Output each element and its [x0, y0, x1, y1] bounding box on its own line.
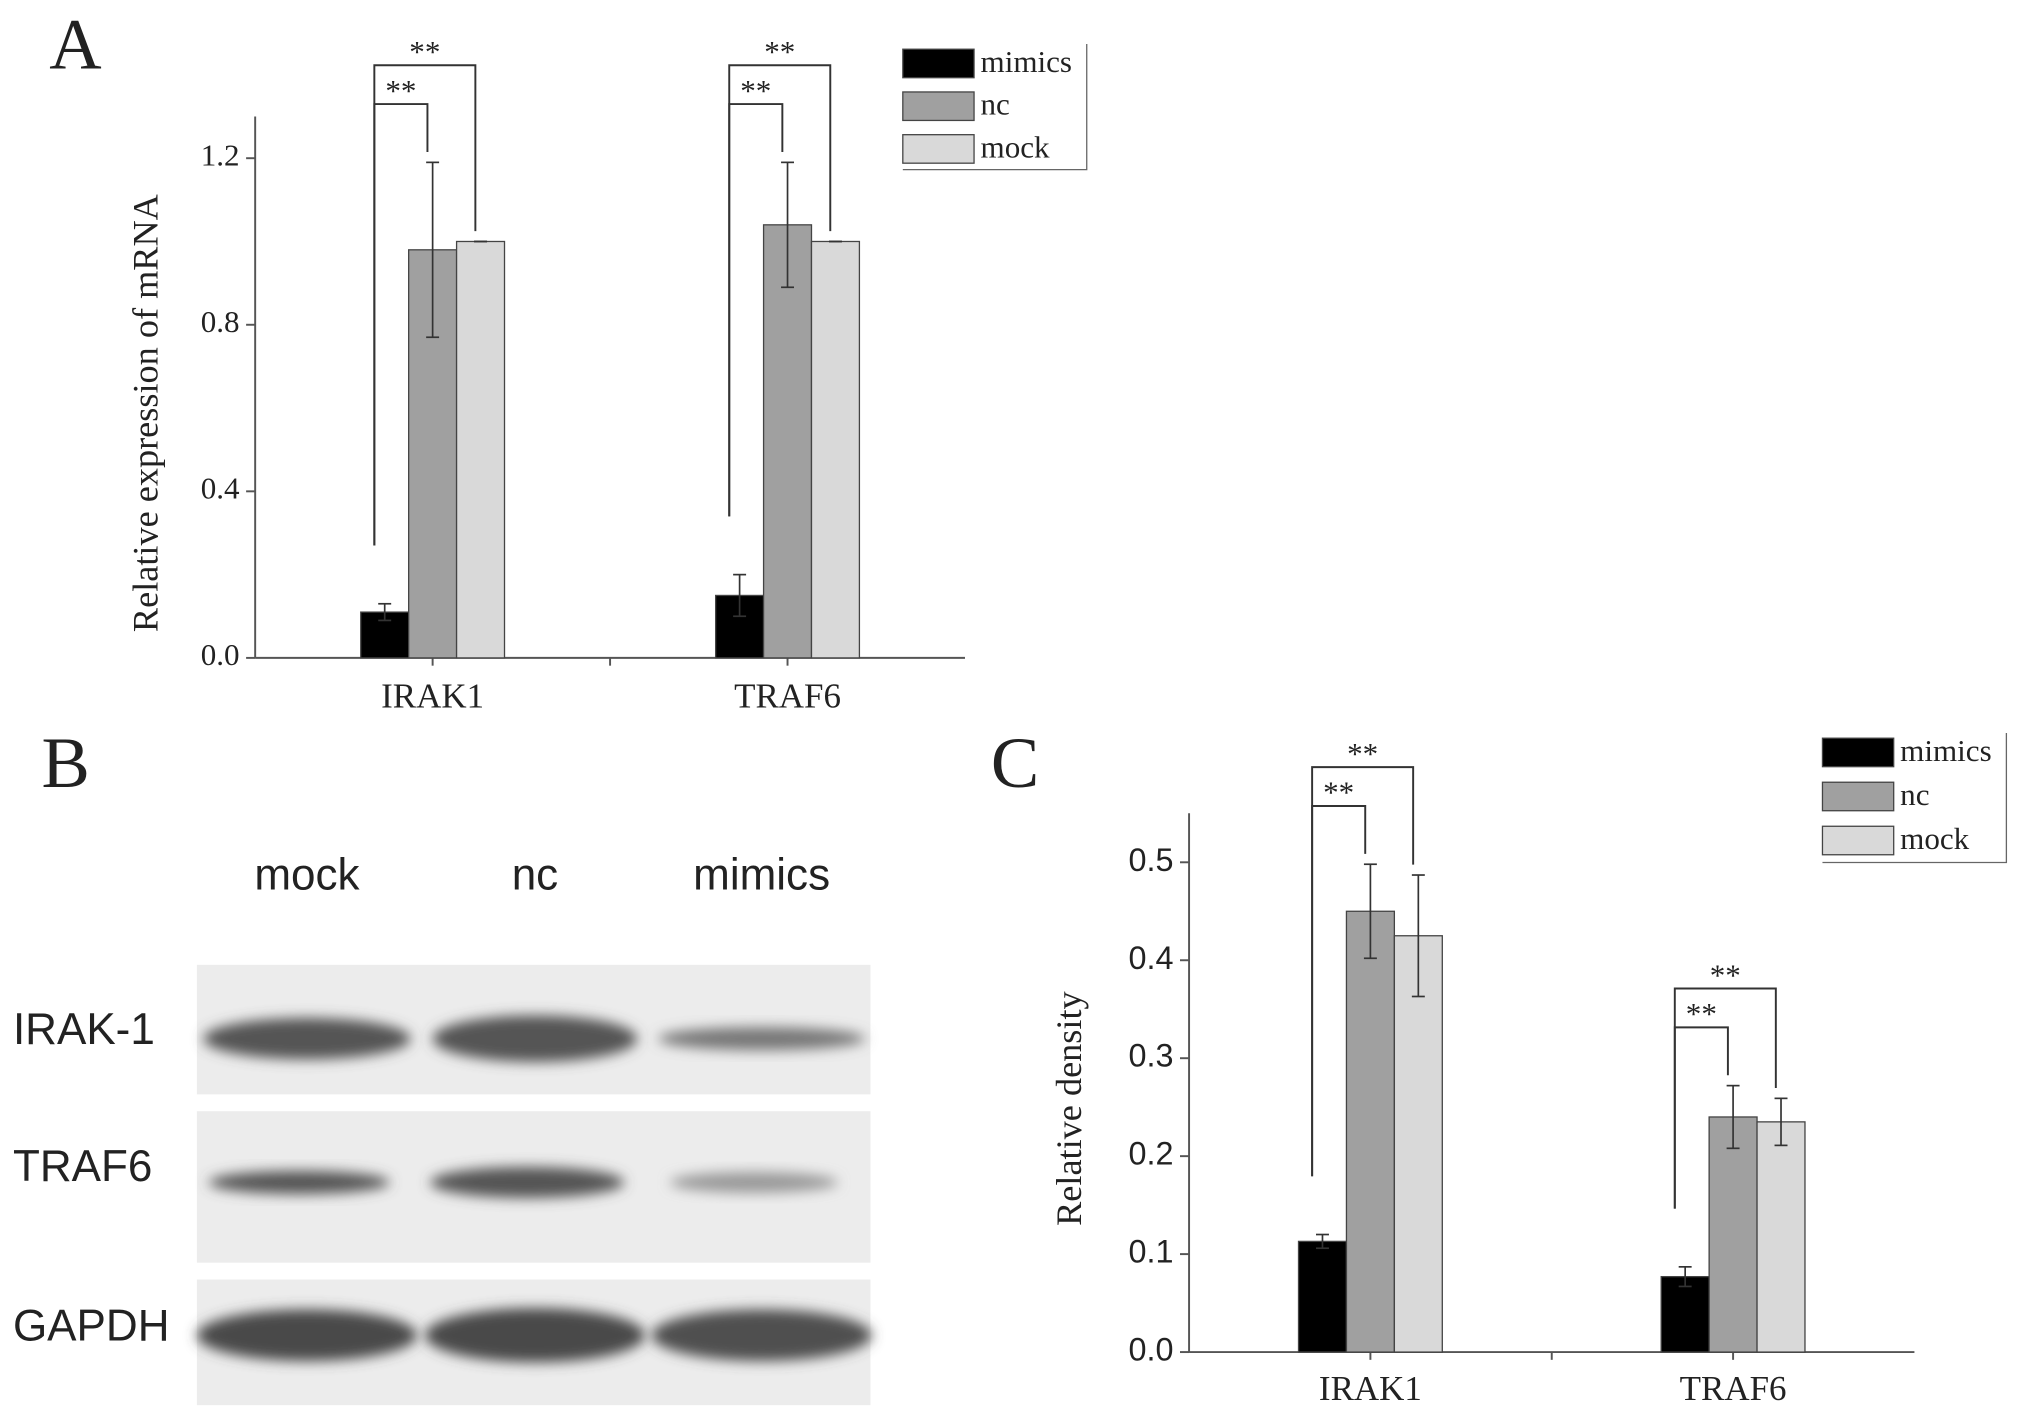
- significance-label: **: [1686, 996, 1717, 1031]
- error-bar: [781, 161, 795, 289]
- significance-label: **: [740, 73, 771, 108]
- x-tick-label: IRAK1: [1319, 1369, 1422, 1408]
- blot-band: [196, 1309, 418, 1362]
- bracket-line: [1673, 987, 1777, 1209]
- blot-band: [669, 1172, 839, 1193]
- legend-label: mock: [981, 129, 1051, 164]
- bar: [1393, 935, 1443, 1353]
- error-bar: [426, 161, 440, 339]
- blot-band: [424, 1308, 646, 1363]
- bar: [1345, 910, 1396, 1353]
- y-tick-label: 1.2: [201, 137, 240, 172]
- y-tick-label: 0.0: [1129, 1332, 1174, 1368]
- blot-band: [432, 1015, 638, 1062]
- lane-label: nc: [512, 851, 559, 900]
- bar: [810, 240, 861, 659]
- bracket-line: [373, 64, 477, 546]
- error-bar: [1316, 1233, 1329, 1250]
- y-tick-label: 0.1: [1129, 1234, 1174, 1270]
- legend-swatch: [1821, 781, 1895, 812]
- bar: [1708, 1116, 1758, 1353]
- significance-label: **: [764, 34, 795, 69]
- y-axis-title: Relative density: [1049, 991, 1089, 1226]
- significance-label: **: [1710, 957, 1741, 992]
- error-bar: [1774, 1097, 1788, 1147]
- significance-label: **: [409, 34, 440, 69]
- blot-band: [203, 1017, 411, 1060]
- legend-swatch: [1821, 825, 1895, 856]
- significance-bracket: [373, 64, 477, 546]
- error-bar: [1411, 874, 1425, 998]
- significance-bracket: [1673, 987, 1777, 1209]
- panel-label: A: [49, 3, 101, 84]
- legend-label: mimics: [1900, 733, 1992, 768]
- legend-border: [902, 44, 1088, 171]
- y-tick-label: 0.5: [1129, 842, 1174, 878]
- panel-label: C: [991, 722, 1039, 803]
- blot-band: [208, 1170, 390, 1195]
- lane-label: mock: [254, 851, 360, 900]
- x-tick-label: TRAF6: [1680, 1369, 1787, 1408]
- error-bar: [733, 573, 747, 618]
- error-bar: [1678, 1266, 1692, 1288]
- legend-label: nc: [981, 87, 1010, 122]
- legend-swatch: [1821, 737, 1895, 768]
- x-tick-label: TRAF6: [734, 676, 841, 715]
- bar: [1756, 1121, 1806, 1353]
- row-label: TRAF6: [13, 1142, 152, 1191]
- bar: [1660, 1275, 1710, 1353]
- y-tick-label: 0.4: [201, 470, 240, 505]
- blot-band: [658, 1027, 866, 1051]
- error-bar: [1726, 1084, 1740, 1150]
- blot-band: [651, 1309, 872, 1362]
- bar: [1297, 1240, 1348, 1353]
- legend-label: nc: [1900, 777, 1929, 812]
- bracket-line: [728, 64, 832, 517]
- x-tick-label: IRAK1: [381, 676, 484, 715]
- y-tick-label: 0.8: [201, 304, 240, 339]
- error-bar: [378, 602, 392, 622]
- y-tick-label: 0.4: [1129, 940, 1174, 976]
- bracket-line: [1311, 766, 1415, 1177]
- row-label: GAPDH: [13, 1301, 170, 1350]
- legend-swatch: [902, 48, 975, 79]
- y-tick-label: 0.3: [1129, 1038, 1174, 1074]
- error-bar: [1363, 863, 1377, 960]
- row-label: IRAK-1: [13, 1005, 155, 1054]
- significance-label: **: [1323, 775, 1354, 810]
- significance-bracket: [728, 64, 832, 517]
- y-axis-title: Relative expression of mRNA: [125, 194, 165, 632]
- significance-label: **: [385, 73, 416, 108]
- legend-label: mock: [1900, 821, 1970, 856]
- bar: [762, 224, 813, 659]
- significance-bracket: [1311, 766, 1415, 1177]
- bar: [455, 240, 506, 659]
- legend-border: [1822, 733, 2008, 864]
- panel-label: B: [41, 722, 89, 803]
- lane-label: mimics: [693, 851, 830, 900]
- legend-swatch: [902, 91, 975, 122]
- blot-band: [430, 1166, 625, 1198]
- legend-label: mimics: [981, 44, 1073, 79]
- significance-label: **: [1347, 736, 1378, 771]
- y-tick-label: 0.2: [1129, 1136, 1174, 1172]
- y-tick-label: 0.0: [201, 637, 240, 672]
- legend-swatch: [902, 134, 975, 164]
